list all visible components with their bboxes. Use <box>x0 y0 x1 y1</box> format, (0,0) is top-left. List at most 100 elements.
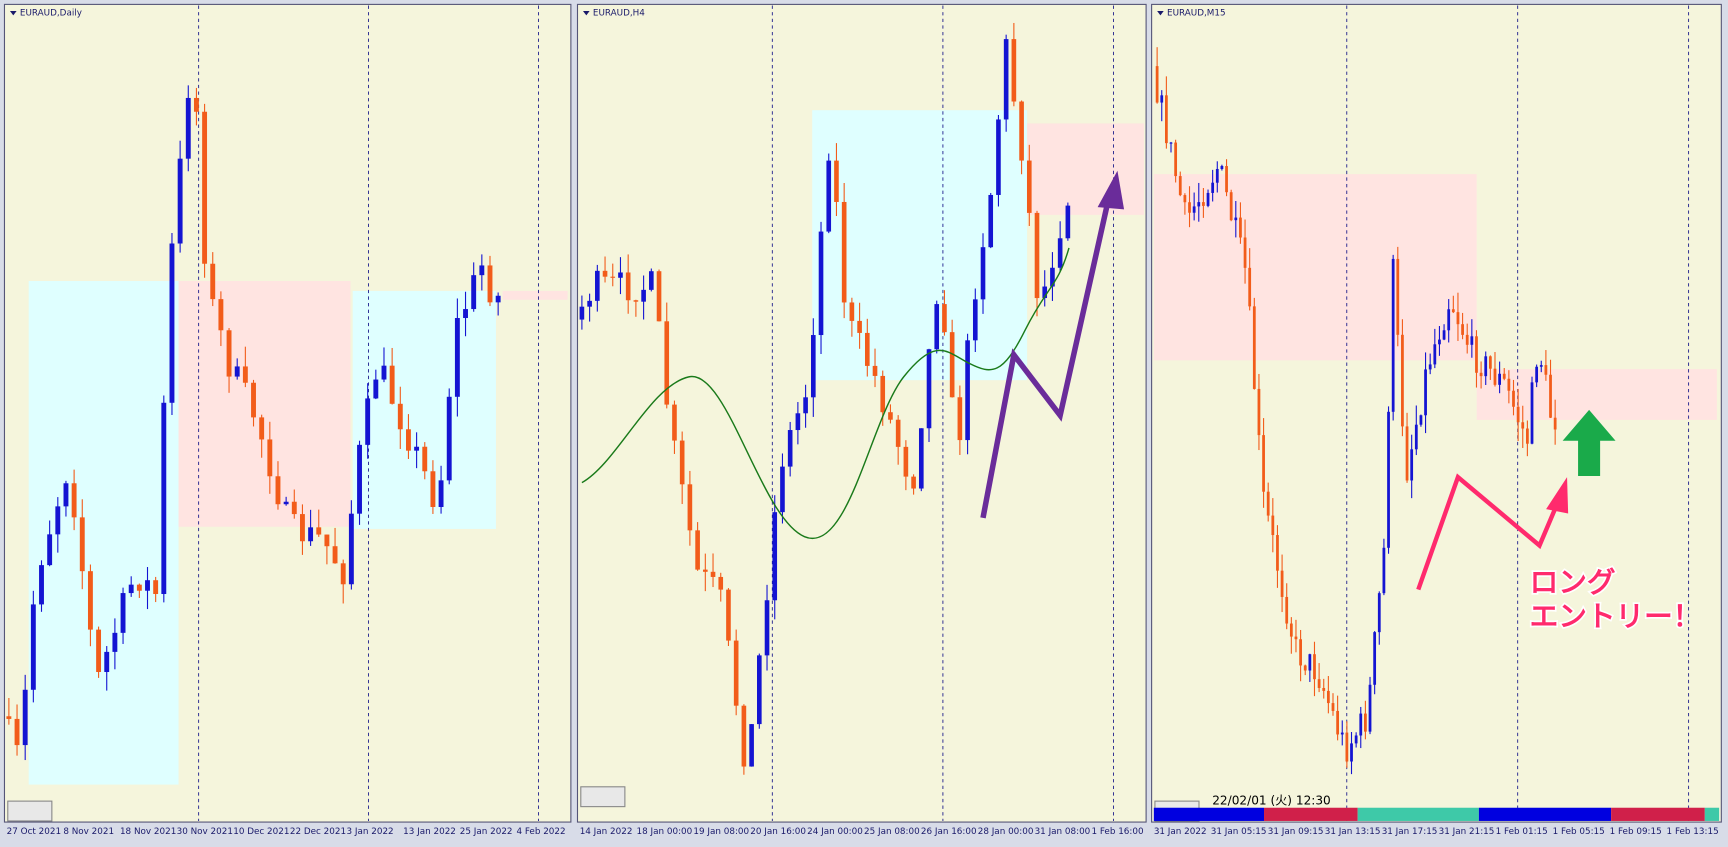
candle-body <box>63 483 69 507</box>
candle-body <box>242 366 248 383</box>
candle-body <box>1243 237 1247 268</box>
x-axis-label: 10 Dec 2021 <box>233 827 289 837</box>
candle-body <box>1188 202 1191 213</box>
candle-body <box>381 365 387 380</box>
candle-body <box>1340 732 1344 735</box>
candle-body <box>780 466 785 513</box>
session-bar <box>1357 807 1479 821</box>
candle-body <box>888 412 893 420</box>
candle-body <box>1479 372 1483 377</box>
candle-body <box>1229 192 1233 221</box>
candle-body <box>1160 95 1164 103</box>
candle-body <box>864 332 870 366</box>
candle-body <box>87 571 93 630</box>
candle-body <box>1484 356 1488 377</box>
x-axis-label: 31 Jan 05:15 <box>1211 827 1267 837</box>
x-axis-label: 31 Jan 13:15 <box>1325 827 1381 837</box>
candle-body <box>340 563 346 585</box>
candle-body <box>226 330 232 377</box>
candle-body <box>1183 195 1187 203</box>
candle-body <box>169 243 175 403</box>
x-axis-label: 13 Jan 2022 <box>403 827 456 837</box>
candle-body <box>1326 690 1330 704</box>
candle-body <box>1336 710 1340 735</box>
candle-body <box>972 299 978 341</box>
candle-body <box>30 604 36 690</box>
candle-body <box>1174 142 1178 177</box>
candle-body <box>308 527 314 542</box>
candle-body <box>1535 366 1539 383</box>
candle-body <box>965 340 970 441</box>
candle-body <box>1354 735 1358 744</box>
candle-body <box>324 534 330 547</box>
candle-body <box>1516 406 1520 423</box>
candle-body <box>579 306 585 320</box>
candle-body <box>112 632 118 652</box>
x-axis-label: 31 Jan 2022 <box>1154 827 1207 837</box>
candle-body <box>1382 547 1386 594</box>
pink-arrow-head <box>1546 477 1569 514</box>
candle-body <box>1401 334 1404 427</box>
candle-body <box>1178 176 1182 196</box>
candle-body <box>153 580 159 595</box>
candle-body <box>880 375 886 413</box>
candle-body <box>625 272 631 301</box>
candle-body <box>895 419 901 447</box>
candle-body <box>389 365 395 404</box>
candle-body <box>1424 369 1427 416</box>
x-axis-label: 25 Jan 08:00 <box>864 827 920 837</box>
candle-body <box>251 382 256 418</box>
candle-body <box>71 483 77 518</box>
candle-body <box>672 404 677 441</box>
candle-body <box>202 111 208 264</box>
candle-body <box>1211 182 1215 193</box>
x-axis-label: 1 Feb 16:00 <box>1091 827 1144 837</box>
candle-body <box>649 271 654 290</box>
candle-body <box>136 584 142 591</box>
candle-body <box>1442 330 1446 340</box>
candle-body <box>996 119 1001 195</box>
x-axis-label: 1 Feb 05:15 <box>1553 827 1605 837</box>
candle-body <box>275 476 281 505</box>
candle-body <box>703 569 708 572</box>
candle-body <box>1525 428 1529 444</box>
candle-body <box>1299 639 1302 666</box>
candle-body <box>210 263 216 300</box>
candle-body <box>1521 422 1525 429</box>
candle-body <box>6 716 12 719</box>
candle-body <box>422 446 428 472</box>
candle-body <box>414 446 420 451</box>
candle-body <box>1438 339 1441 345</box>
zone <box>1153 174 1477 361</box>
candle-body <box>1271 515 1275 536</box>
candle-body <box>1359 713 1363 736</box>
candle-body <box>1396 258 1400 335</box>
candle-body <box>810 335 816 398</box>
candle-body <box>942 304 947 333</box>
candle-body <box>1019 101 1024 161</box>
candle-body <box>826 160 832 232</box>
candle-body <box>55 506 61 535</box>
candle-body <box>39 565 44 605</box>
candle-body <box>1405 426 1409 481</box>
candle-body <box>397 403 403 430</box>
candle-body <box>857 320 862 333</box>
x-axis-label: 31 Jan 08:00 <box>1035 827 1091 837</box>
x-axis-label: 4 Feb 2022 <box>516 827 565 837</box>
candle-body <box>120 593 126 633</box>
candle-body <box>1470 336 1474 345</box>
candle-body <box>1065 205 1071 239</box>
candle-body <box>1373 632 1377 685</box>
candle-body <box>145 580 150 591</box>
candle-body <box>1322 687 1326 691</box>
candle-body <box>1197 202 1201 207</box>
candle-body <box>1294 636 1298 640</box>
candle-body <box>193 97 199 112</box>
session-bar <box>1478 807 1612 821</box>
zone <box>352 290 496 529</box>
candle-body <box>283 501 289 505</box>
candle-body <box>1387 411 1390 548</box>
candle-body <box>1289 623 1293 637</box>
